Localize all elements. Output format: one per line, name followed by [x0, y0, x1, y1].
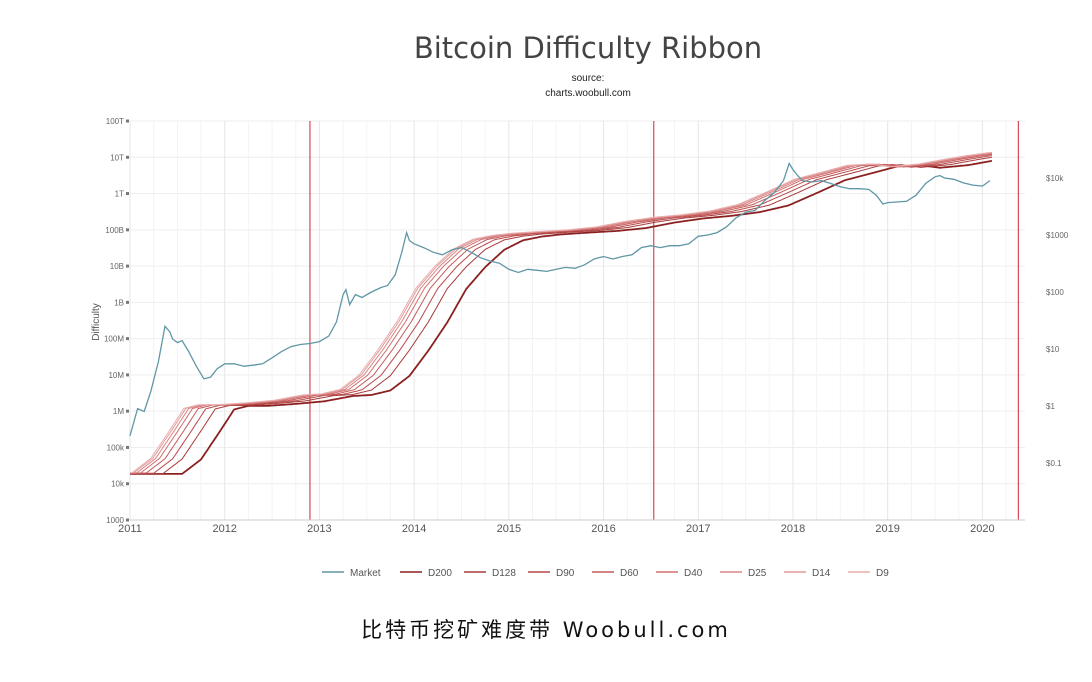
ribbon-line-d60 — [130, 153, 992, 474]
market-price-series — [129, 161, 991, 436]
x-tick-label: 2012 — [212, 523, 236, 535]
y-tick-mark — [126, 373, 129, 377]
ribbon-line-d40 — [130, 153, 992, 474]
y-tick-label: 1T — [115, 190, 124, 199]
y-tick-label: 100k — [107, 443, 125, 452]
y-tick-label: 1000 — [106, 516, 124, 525]
y-tick-mark — [126, 119, 129, 123]
y-tick-label: 1B — [114, 298, 124, 307]
y-tick-label: 10M — [108, 371, 124, 380]
y-tick-label: 1M — [113, 407, 124, 416]
y-tick-label: 10T — [110, 153, 124, 162]
y2-tick-label: $0.1 — [1046, 459, 1062, 468]
ribbon-line-d14 — [130, 152, 992, 474]
x-tick-label: 2019 — [875, 523, 899, 535]
y-axis-left: 100T 10T 1T 100B 10B 1B 100M 10M 1M 100k 10k 1000 — [104, 117, 129, 525]
ribbon-line-d9 — [130, 151, 992, 474]
chart-legend: Market D200 D128 D90 D60 D40 D25 D14 D9 — [322, 568, 889, 579]
x-tick-label: 2011 — [118, 523, 142, 535]
legend-label-d60: D60 — [620, 568, 639, 579]
y-tick-mark — [126, 445, 129, 449]
ribbon-line-d200 — [130, 160, 992, 475]
y-tick-label: 10k — [111, 480, 125, 489]
x-tick-label: 2015 — [497, 523, 521, 535]
y-tick-mark — [126, 482, 129, 486]
legend-label-d14: D14 — [812, 568, 831, 579]
y-axis-label: Difficulty — [91, 303, 102, 341]
y-tick-mark — [126, 518, 129, 522]
y-tick-mark — [126, 337, 129, 341]
y-tick-label: 100M — [104, 335, 124, 344]
y-tick-mark — [126, 228, 129, 232]
x-tick-label: 2020 — [970, 523, 994, 535]
ribbon-line-d90 — [130, 155, 992, 474]
image-caption: 比特币挖矿难度带 Woobull.com — [361, 618, 731, 642]
legend-label-d9: D9 — [876, 568, 889, 579]
x-axis: 2011 2012 2013 2014 2015 2016 2017 2018 2019 2020 — [118, 519, 1025, 535]
y2-tick-label: $100 — [1046, 288, 1064, 297]
legend-label-d90: D90 — [556, 568, 575, 579]
chart-subtitle-line-1: source: — [572, 73, 605, 84]
grid — [129, 120, 1025, 521]
y-axis-right: $10k $1000 $100 $10 $1 $0.1 — [1046, 174, 1069, 468]
y-tick-label: 100B — [105, 226, 124, 235]
legend-label-d25: D25 — [748, 568, 767, 579]
y2-tick-label: $10 — [1046, 345, 1060, 354]
y2-tick-label: $1000 — [1046, 231, 1069, 240]
y-tick-label: 100T — [106, 117, 124, 126]
market-line — [129, 161, 991, 436]
y-tick-mark — [126, 155, 129, 159]
legend-label-market: Market — [350, 568, 381, 579]
legend-label-d200: D200 — [428, 568, 452, 579]
x-tick-label: 2017 — [686, 523, 710, 535]
y-tick-mark — [126, 300, 129, 304]
legend-label-d40: D40 — [684, 568, 703, 579]
x-tick-label: 2014 — [402, 523, 426, 535]
halving-lines — [309, 121, 1019, 520]
y-tick-mark — [126, 409, 129, 413]
x-tick-label: 2013 — [307, 523, 331, 535]
chart-subtitle-line-2: charts.woobull.com — [545, 88, 631, 99]
x-tick-label: 2016 — [591, 523, 615, 535]
y-tick-mark — [126, 264, 129, 268]
legend-label-d128: D128 — [492, 568, 516, 579]
ribbon-line-d128 — [130, 156, 992, 474]
ribbon-line-d25 — [130, 152, 992, 474]
x-tick-label: 2018 — [781, 523, 805, 535]
y2-tick-label: $1 — [1046, 402, 1055, 411]
difficulty-ribbon — [130, 151, 992, 475]
y-tick-label: 10B — [110, 262, 124, 271]
y-tick-mark — [126, 192, 129, 196]
y2-tick-label: $10k — [1046, 174, 1064, 183]
chart-title: Bitcoin Difficulty Ribbon — [414, 31, 762, 65]
